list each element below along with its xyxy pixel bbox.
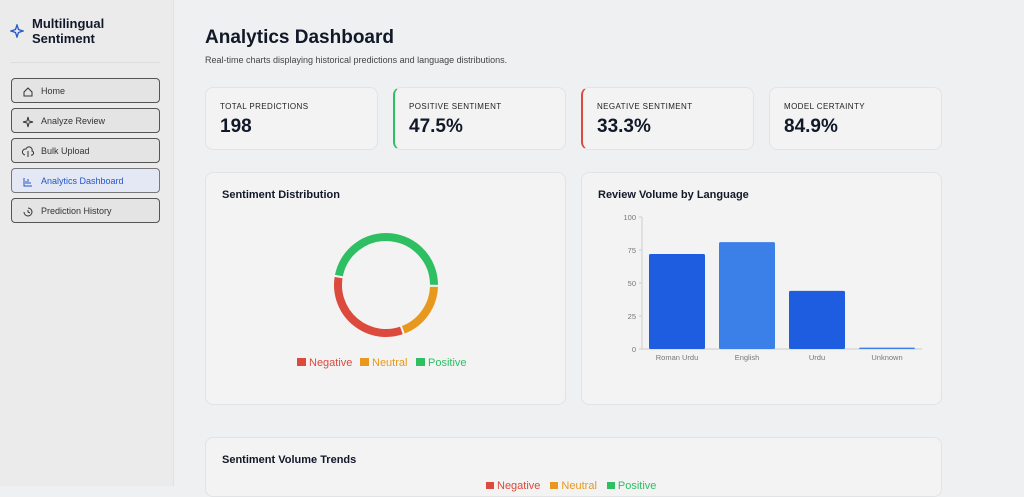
stat-card: POSITIVE SENTIMENT 47.5% <box>393 87 566 150</box>
stat-card: MODEL CERTAINTY 84.9% <box>769 87 942 150</box>
nav-item[interactable]: Analytics Dashboard <box>11 168 160 193</box>
stat-label: TOTAL PREDICTIONS <box>220 102 309 111</box>
nav-label: Analyze Review <box>41 116 106 126</box>
legend-label: Negative <box>497 480 541 492</box>
nav-label: Analytics Dashboard <box>41 176 124 186</box>
legend-item: Negative <box>486 480 540 492</box>
y-tick-label: 25 <box>628 312 636 321</box>
nav-icon <box>23 87 33 97</box>
nav-icon <box>23 178 32 187</box>
icon-path <box>23 178 32 187</box>
sidebar: Multilingual Sentiment Home Analyze Revie… <box>0 0 174 486</box>
stat-label: NEGATIVE SENTIMENT <box>597 102 693 111</box>
y-tick-label: 50 <box>628 279 636 288</box>
brand: Multilingual Sentiment <box>32 16 105 46</box>
legend-label: Positive <box>428 357 467 369</box>
bar <box>649 253 705 349</box>
stat-card: NEGATIVE SENTIMENT 33.3% <box>581 87 754 150</box>
donut-chart: Negative Neutral Positive <box>297 231 467 369</box>
nav-item[interactable]: Bulk Upload <box>11 138 160 163</box>
donut-segment <box>399 284 441 337</box>
page-title: Analytics Dashboard <box>205 27 394 48</box>
x-tick-label: Urdu <box>809 353 825 362</box>
y-tick-label: 100 <box>623 213 636 222</box>
nav-label: Home <box>41 86 66 96</box>
bar <box>789 290 845 349</box>
chart-title: Sentiment Distribution <box>222 189 340 201</box>
bar-chart: 0 25 50 75 100 Roman Urdu English Urdu Unknown <box>623 213 922 362</box>
legend-label: Neutral <box>372 357 407 369</box>
page-subtitle: Real-time charts displaying historical p… <box>205 55 508 65</box>
nav-item[interactable]: Prediction History <box>11 198 160 223</box>
legend-label: Neutral <box>561 480 597 492</box>
legend-item: Neutral <box>550 480 597 492</box>
donut-segment <box>332 274 406 339</box>
nav-label: Prediction History <box>41 206 112 216</box>
legend-swatch <box>297 358 306 366</box>
legend-label: Positive <box>617 480 657 492</box>
bar <box>719 242 775 349</box>
nav-label: Bulk Upload <box>41 146 90 156</box>
chart-title: Review Volume by Language <box>598 189 749 201</box>
nav-item[interactable]: Home <box>11 78 160 103</box>
x-tick-label: Roman Urdu <box>656 353 699 362</box>
page: Multilingual Sentiment Home Analyze Revie… <box>0 0 942 497</box>
nav-icon <box>22 146 34 157</box>
stat-card: TOTAL PREDICTIONS 198 <box>205 87 378 150</box>
legend-swatch <box>416 358 425 366</box>
divider <box>11 62 160 63</box>
nav-item[interactable]: Analyze Review <box>11 108 160 133</box>
icon-path <box>22 146 34 157</box>
bar-card: Review Volume by Language 0 25 50 75 100 Roma… <box>581 172 942 405</box>
nav-icon <box>23 207 33 217</box>
icon-path <box>22 116 34 128</box>
stat-value: 84.9% <box>784 116 838 137</box>
x-tick-label: English <box>735 353 760 362</box>
y-tick-label: 75 <box>628 246 636 255</box>
legend-label: Negative <box>309 357 352 369</box>
stat-value: 198 <box>220 116 252 137</box>
donut-segment <box>332 231 440 287</box>
icon-path <box>23 87 33 97</box>
y-tick-label: 0 <box>632 345 636 354</box>
x-tick-label: Unknown <box>871 353 902 362</box>
legend: Negative Neutral Positive <box>486 480 656 492</box>
donut-card: Sentiment Distribution Negative Neutral Po… <box>205 172 566 405</box>
chart-title: Sentiment Volume Trends <box>222 454 357 466</box>
nav-icon <box>22 116 34 128</box>
stat-label: POSITIVE SENTIMENT <box>409 102 502 111</box>
stat-value: 33.3% <box>597 116 651 137</box>
legend-swatch <box>360 358 369 366</box>
stat-value: 47.5% <box>409 116 463 137</box>
bar <box>859 347 915 349</box>
stat-label: MODEL CERTAINTY <box>784 102 865 111</box>
icon-path <box>23 207 33 217</box>
trends-card: Sentiment Volume Trends Negative Neutral P… <box>205 437 942 497</box>
legend-item: Positive <box>606 480 657 492</box>
brand-icon <box>10 24 24 38</box>
